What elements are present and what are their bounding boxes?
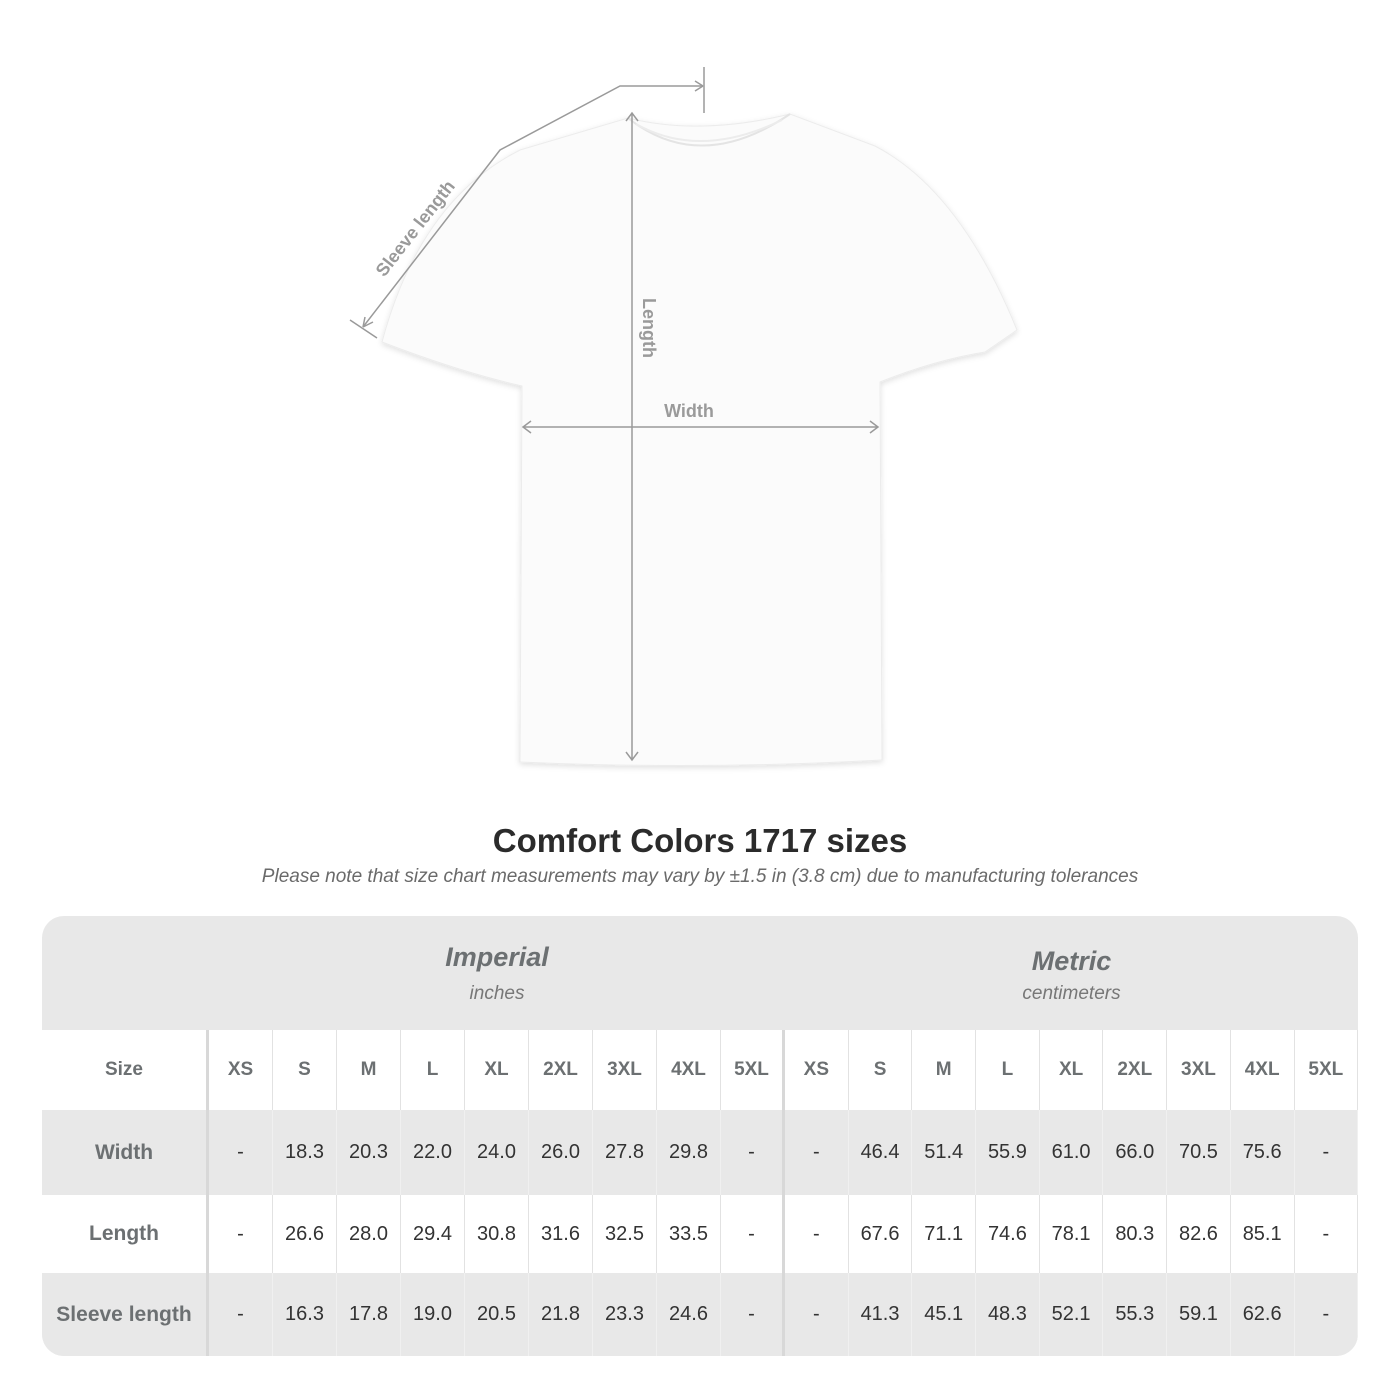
metric-value: 55.9 bbox=[976, 1110, 1040, 1195]
metric-value: 51.4 bbox=[912, 1110, 977, 1195]
imperial-value: 26.0 bbox=[529, 1110, 593, 1195]
length-label: Length bbox=[639, 298, 659, 358]
imperial-value: 33.5 bbox=[657, 1195, 721, 1273]
metric-value: 52.1 bbox=[1040, 1273, 1104, 1356]
imperial-value: 32.5 bbox=[593, 1195, 657, 1273]
metric-size-header: XS bbox=[785, 1030, 849, 1110]
metric-heading: Metric bbox=[1031, 946, 1112, 976]
imperial-value: 16.3 bbox=[273, 1273, 337, 1356]
imperial-value: - bbox=[721, 1110, 785, 1195]
imperial-value: 23.3 bbox=[593, 1273, 657, 1356]
imperial-value: - bbox=[721, 1273, 785, 1356]
row-label: Width bbox=[42, 1110, 209, 1195]
width-measure-line bbox=[521, 420, 880, 434]
imperial-value: 20.3 bbox=[337, 1110, 401, 1195]
imperial-value: 27.8 bbox=[593, 1110, 657, 1195]
imperial-value: 31.6 bbox=[529, 1195, 593, 1273]
imperial-header: Imperial inches bbox=[209, 916, 785, 1030]
imperial-heading: Imperial bbox=[445, 942, 549, 972]
imperial-value: - bbox=[721, 1195, 785, 1273]
imperial-value: 22.0 bbox=[401, 1110, 465, 1195]
metric-value: 55.3 bbox=[1103, 1273, 1168, 1356]
imperial-size-header: 2XL bbox=[529, 1030, 593, 1110]
metric-value: 74.6 bbox=[976, 1195, 1040, 1273]
metric-unit: centimeters bbox=[1022, 983, 1121, 1004]
imperial-value: 26.6 bbox=[273, 1195, 337, 1273]
tolerance-note: Please note that size chart measurements… bbox=[261, 866, 1139, 887]
imperial-value: 20.5 bbox=[465, 1273, 529, 1356]
metric-size-header: 2XL bbox=[1103, 1030, 1168, 1110]
row-label: Length bbox=[42, 1195, 209, 1273]
imperial-value: 24.6 bbox=[657, 1273, 721, 1356]
imperial-unit: inches bbox=[469, 983, 525, 1004]
metric-value: 78.1 bbox=[1040, 1195, 1104, 1273]
imperial-value: 21.8 bbox=[529, 1273, 593, 1356]
metric-value: 71.1 bbox=[912, 1195, 977, 1273]
imperial-value: 18.3 bbox=[273, 1110, 337, 1195]
size-header-row: Size XS S M L XL 2XL 3XL 4XL 5XL XS S M L XL 2XL 3XL 4XL 5… bbox=[42, 1030, 1358, 1110]
metric-value: 80.3 bbox=[1103, 1195, 1168, 1273]
collar-inner bbox=[635, 119, 783, 143]
metric-size-header: 4XL bbox=[1231, 1030, 1295, 1110]
row-label: Sleeve length bbox=[42, 1273, 209, 1356]
metric-header: Metric centimeters bbox=[785, 916, 1358, 1030]
metric-size-header: XL bbox=[1040, 1030, 1104, 1110]
metric-value: 48.3 bbox=[976, 1273, 1040, 1356]
metric-value: 61.0 bbox=[1040, 1110, 1104, 1195]
metric-value: 70.5 bbox=[1167, 1110, 1231, 1195]
metric-size-header: M bbox=[912, 1030, 977, 1110]
imperial-value: 30.8 bbox=[465, 1195, 529, 1273]
metric-value: 82.6 bbox=[1167, 1195, 1231, 1273]
metric-value: - bbox=[785, 1110, 849, 1195]
imperial-size-header: L bbox=[401, 1030, 465, 1110]
metric-size-header: S bbox=[849, 1030, 913, 1110]
metric-value: 41.3 bbox=[849, 1273, 913, 1356]
imperial-size-header: XL bbox=[465, 1030, 529, 1110]
metric-size-header: L bbox=[976, 1030, 1040, 1110]
metric-value: - bbox=[785, 1273, 849, 1356]
sleeve-tick bbox=[349, 67, 705, 339]
imperial-value: 17.8 bbox=[337, 1273, 401, 1356]
imperial-size-header: 5XL bbox=[721, 1030, 785, 1110]
metric-value: 62.6 bbox=[1231, 1273, 1295, 1356]
imperial-size-header: 3XL bbox=[593, 1030, 657, 1110]
imperial-value: 28.0 bbox=[337, 1195, 401, 1273]
size-label: Size bbox=[42, 1030, 209, 1110]
table-row: Length -26.6 28.0 29.4 30.8 31.6 32.5 33.5- -67.… bbox=[42, 1195, 1358, 1273]
imperial-size-header: S bbox=[273, 1030, 337, 1110]
metric-value: 66.0 bbox=[1103, 1110, 1168, 1195]
metric-size-header: 3XL bbox=[1167, 1030, 1231, 1110]
imperial-value: - bbox=[209, 1110, 273, 1195]
size-table: Imperial inches Metric centimeters Size X… bbox=[42, 916, 1358, 1356]
tshirt-diagram: Sleeve length Length Width bbox=[349, 67, 1018, 767]
imperial-value: 29.4 bbox=[401, 1195, 465, 1273]
metric-value: - bbox=[1295, 1110, 1358, 1195]
table-row: Sleeve length -16.3 17.8 19.0 20.5 21.8 23.3 24… bbox=[42, 1273, 1358, 1356]
imperial-value: 29.8 bbox=[657, 1110, 721, 1195]
metric-value: 45.1 bbox=[912, 1273, 977, 1356]
page-title: Comfort Colors 1717 sizes bbox=[492, 822, 908, 859]
metric-value: 75.6 bbox=[1231, 1110, 1295, 1195]
sleeve-measure-line bbox=[362, 85, 703, 328]
imperial-size-header: XS bbox=[209, 1030, 273, 1110]
metric-value: - bbox=[1295, 1195, 1358, 1273]
imperial-value: - bbox=[209, 1273, 273, 1356]
table-row: Width -18.3 20.3 22.0 24.0 26.0 27.8 29.8- -46.4… bbox=[42, 1110, 1358, 1195]
metric-value: - bbox=[1295, 1273, 1358, 1356]
sleeve-arrow-icon bbox=[362, 80, 704, 328]
width-label: Width bbox=[664, 401, 714, 421]
metric-value: 46.4 bbox=[849, 1110, 913, 1195]
metric-value: 67.6 bbox=[849, 1195, 913, 1273]
imperial-value: 24.0 bbox=[465, 1110, 529, 1195]
metric-value: 59.1 bbox=[1167, 1273, 1231, 1356]
imperial-value: 19.0 bbox=[401, 1273, 465, 1356]
tshirt-image bbox=[381, 113, 1018, 767]
metric-size-header: 5XL bbox=[1295, 1030, 1358, 1110]
imperial-size-header: 4XL bbox=[657, 1030, 721, 1110]
metric-value: 85.1 bbox=[1231, 1195, 1295, 1273]
imperial-value: - bbox=[209, 1195, 273, 1273]
imperial-size-header: M bbox=[337, 1030, 401, 1110]
length-measure-line bbox=[625, 111, 639, 762]
metric-value: - bbox=[785, 1195, 849, 1273]
